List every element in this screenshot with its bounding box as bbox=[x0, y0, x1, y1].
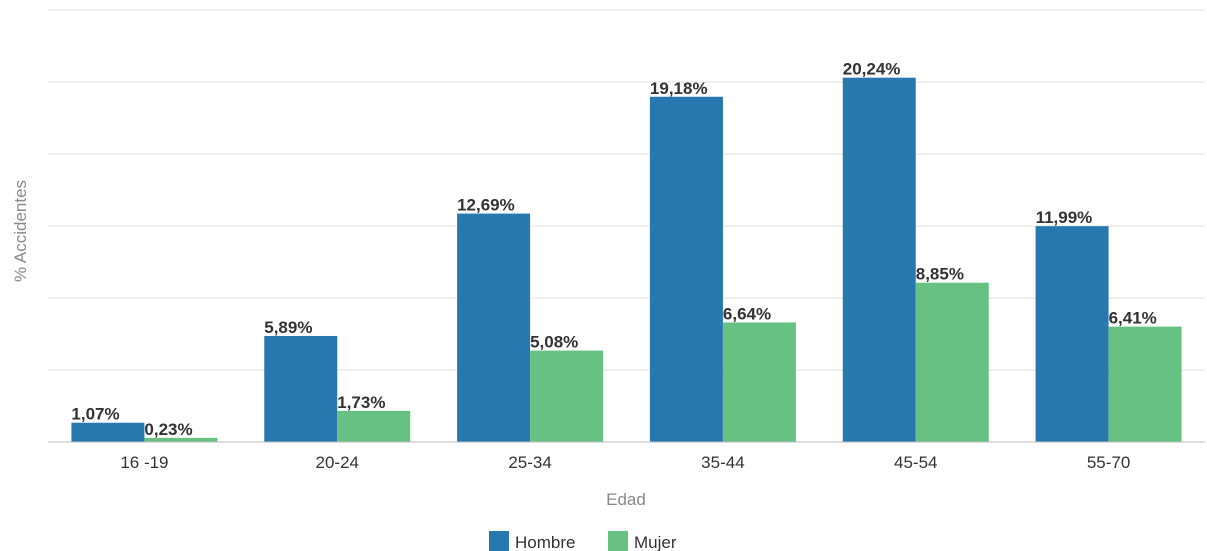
legend-label-hombre: Hombre bbox=[515, 533, 575, 551]
bar-mujer-3 bbox=[530, 350, 604, 442]
data-label-hombre-5: 20,24% bbox=[843, 60, 901, 79]
y-axis-title: % Accidentes bbox=[11, 180, 30, 282]
x-axis-title: Edad bbox=[606, 490, 646, 509]
data-label-hombre-4: 19,18% bbox=[650, 79, 708, 98]
bar-mujer-4 bbox=[722, 322, 796, 442]
bar-hombre-3 bbox=[457, 213, 531, 442]
bar-hombre-4 bbox=[649, 96, 723, 442]
x-tick-label: 35-44 bbox=[701, 453, 744, 472]
bar-mujer-6 bbox=[1108, 326, 1182, 442]
data-label-hombre-6: 11,99% bbox=[1036, 208, 1093, 227]
bar-mujer-1 bbox=[144, 437, 218, 442]
x-tick-label: 55-70 bbox=[1087, 453, 1130, 472]
data-label-hombre-1: 1,07% bbox=[71, 405, 119, 424]
bar-hombre-1 bbox=[71, 422, 145, 442]
bar-hombre-2 bbox=[264, 335, 338, 442]
x-tick-labels: 16 -19 20-24 25-34 35-44 45-54 55-70 bbox=[120, 453, 1130, 472]
legend-label-mujer: Mujer bbox=[634, 533, 677, 551]
data-label-hombre-3: 12,69% bbox=[457, 196, 515, 215]
bars bbox=[71, 77, 1182, 443]
data-label-mujer-3: 5,08% bbox=[530, 333, 578, 352]
data-label-hombre-2: 5,89% bbox=[264, 318, 312, 337]
x-tick-label: 16 -19 bbox=[120, 453, 168, 472]
data-label-mujer-4: 6,64% bbox=[723, 304, 771, 323]
legend-swatch-mujer bbox=[608, 531, 628, 551]
bar-mujer-5 bbox=[915, 282, 989, 442]
bar-hombre-5 bbox=[842, 77, 916, 443]
data-labels: 1,07% 0,23% 5,89% 1,73% 12,69% 5,08% 19,18% 6,6… bbox=[71, 60, 1156, 439]
gridlines bbox=[48, 9, 1205, 371]
data-label-mujer-5: 8,85% bbox=[916, 265, 964, 284]
legend-swatch-hombre bbox=[489, 531, 509, 551]
bar-hombre-6 bbox=[1035, 226, 1109, 442]
data-label-mujer-1: 0,23% bbox=[144, 420, 192, 439]
data-label-mujer-2: 1,73% bbox=[337, 393, 385, 412]
x-tick-label: 20-24 bbox=[316, 453, 359, 472]
data-label-mujer-6: 6,41% bbox=[1109, 309, 1157, 328]
x-tick-label: 45-54 bbox=[894, 453, 937, 472]
legend: Hombre Mujer bbox=[489, 531, 677, 551]
bar-mujer-2 bbox=[337, 410, 411, 442]
x-tick-label: 25-34 bbox=[508, 453, 551, 472]
